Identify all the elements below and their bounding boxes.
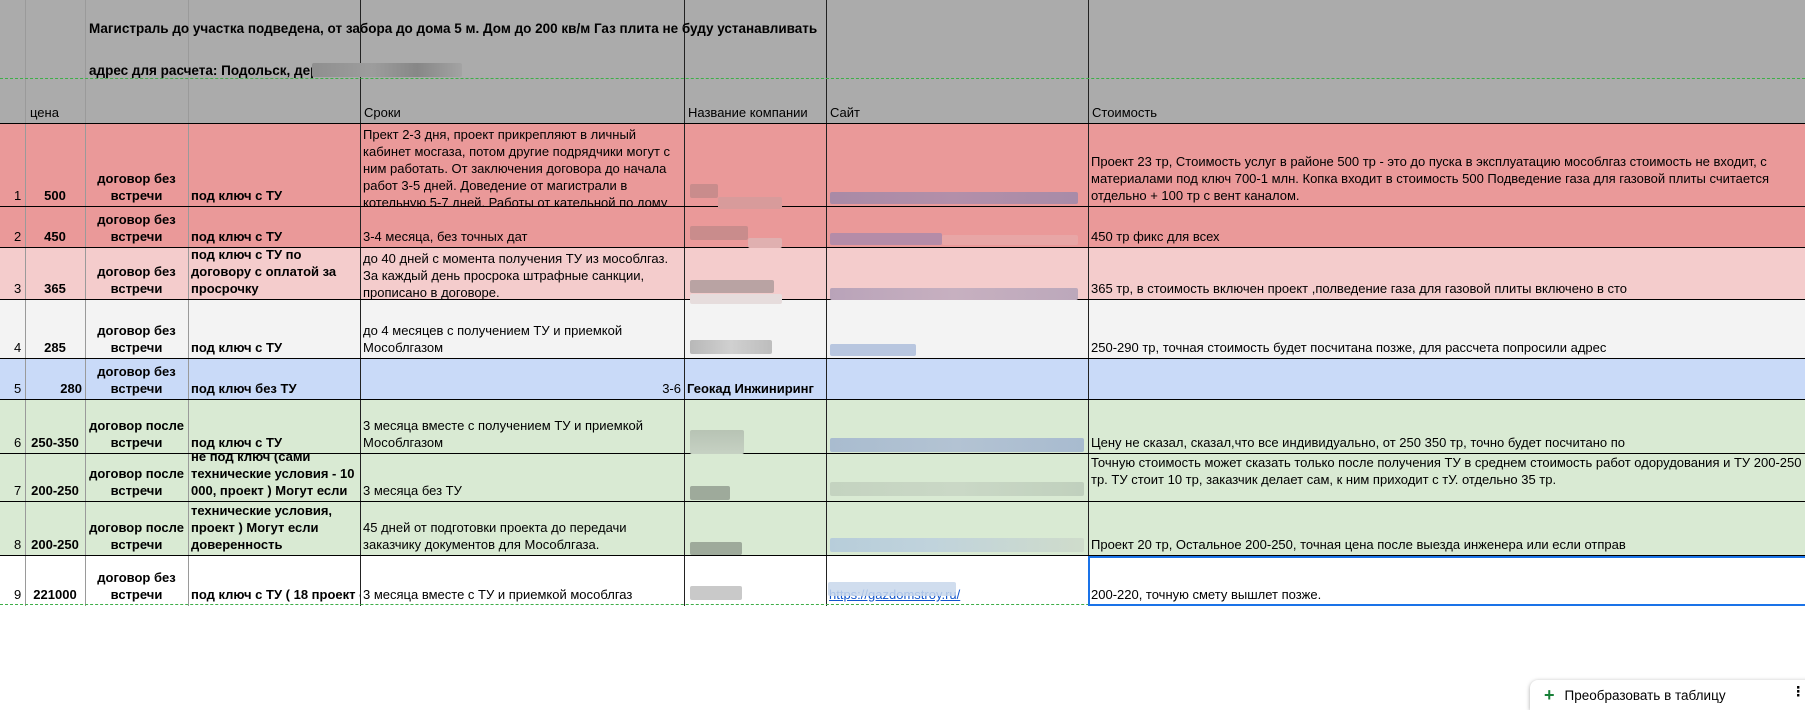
row-2-cost[interactable]: 450 тр фикс для всех: [1088, 207, 1805, 247]
row-4-cost[interactable]: 250-290 тр, точная стоимость будет посчи…: [1088, 300, 1805, 358]
redacted-address: [312, 63, 462, 77]
row-8-type[interactable]: не под ключ (сами технические условия, п…: [188, 502, 360, 555]
more-vert-icon[interactable]: ⋮: [1792, 684, 1805, 700]
row-9-deadlines[interactable]: 3 месяца вместе с ТУ и приемкой мособлга…: [360, 556, 684, 605]
row-7-price[interactable]: 200-250: [25, 454, 85, 501]
row-5-type[interactable]: под ключ без ТУ: [188, 359, 360, 399]
redacted-site-8: [830, 538, 1084, 552]
row-8-deadlines[interactable]: 45 дней от подготовки проекта до передач…: [360, 502, 684, 555]
row-3-cost[interactable]: 365 тр, в стоимость включен проект ,полв…: [1088, 248, 1805, 299]
header-deadlines[interactable]: Сроки: [361, 104, 681, 122]
redacted-site-9: [828, 582, 956, 596]
row-3-deadlines[interactable]: до 40 дней с момента получения ТУ из мос…: [360, 250, 684, 299]
col-line-5: [684, 0, 685, 606]
row-8-price[interactable]: 200-250: [25, 502, 85, 555]
redacted-site-1: [830, 192, 1078, 204]
row-6-contract[interactable]: договор после встречи: [85, 400, 188, 453]
row-3-price[interactable]: 365: [25, 248, 85, 299]
header-price[interactable]: цена: [27, 104, 85, 122]
row-4-deadlines[interactable]: до 4 месяцев с получением ТУ и приемкой …: [360, 300, 684, 358]
row-9-contract[interactable]: договор без встречи: [85, 556, 188, 605]
row-1-cost[interactable]: Проект 23 тр, Стоимость услуг в районе 5…: [1088, 124, 1805, 206]
row-4-price[interactable]: 285: [25, 300, 85, 358]
row-5-num[interactable]: 5: [0, 359, 25, 399]
row-4-contract[interactable]: договор без встречи: [85, 300, 188, 358]
row-1-deadlines[interactable]: Прект 2-3 дня, проект прикрепляют в личн…: [360, 125, 684, 206]
row-7-num[interactable]: 7: [0, 454, 25, 501]
redacted-site-7: [830, 482, 1084, 496]
row-2-deadlines[interactable]: 3-4 месяца, без точных дат: [360, 207, 684, 247]
row-2-contract[interactable]: договор без встречи: [85, 207, 188, 247]
row-1-num[interactable]: 1: [0, 124, 25, 206]
redacted-site-2: [830, 233, 942, 245]
row-5-deadlines[interactable]: 3-6: [360, 359, 684, 399]
redacted-site-2b: [942, 235, 1078, 245]
redacted-company-4: [690, 340, 772, 354]
row-7-cost[interactable]: Точную стоимость может сказать только по…: [1088, 454, 1805, 501]
redacted-company-1b: [718, 197, 782, 209]
row-3-num[interactable]: 3: [0, 248, 25, 299]
row-1-type[interactable]: под ключ с ТУ: [188, 124, 360, 206]
row-2-type[interactable]: под ключ с ТУ: [188, 207, 360, 247]
row-1-contract[interactable]: договор без встречи: [85, 124, 188, 206]
row-9-type[interactable]: под ключ с ТУ ( 18 проект отде: [188, 556, 360, 605]
redacted-company-8: [690, 542, 742, 555]
row-7-contract[interactable]: договор после встречи: [85, 454, 188, 501]
redacted-site-3: [830, 288, 1078, 300]
redacted-site-6: [830, 438, 1084, 452]
row-7-type[interactable]: не под ключ (сами технические условия - …: [188, 454, 360, 501]
convert-to-table-chip[interactable]: + Преобразовать в таблицу ⋮: [1530, 680, 1805, 710]
row-6-deadlines[interactable]: 3 месяца вместе с получением ТУ и приемк…: [360, 400, 684, 453]
row-7-deadlines[interactable]: 3 месяца без ТУ: [360, 454, 684, 501]
active-cell-outline: [1088, 556, 1805, 606]
col-line-6: [826, 0, 827, 606]
redacted-company-1: [690, 184, 718, 198]
row-1-price[interactable]: 500: [25, 124, 85, 206]
row-9-site[interactable]: https://gazdomstroy.ru/: [826, 556, 1088, 605]
redacted-site-4: [830, 344, 916, 356]
header-company[interactable]: Название компании: [685, 104, 825, 122]
row-9-price[interactable]: 221000: [25, 556, 85, 605]
header-cost[interactable]: Стоимость: [1089, 104, 1799, 122]
redacted-company-3b: [690, 294, 782, 304]
row-8-contract[interactable]: договор после встречи: [85, 502, 188, 555]
row-8-num[interactable]: 8: [0, 502, 25, 555]
header-site[interactable]: Сайт: [827, 104, 1087, 122]
row-6-type[interactable]: под ключ с ТУ: [188, 400, 360, 453]
row-6-price[interactable]: 250-350: [25, 400, 85, 453]
row-6-num[interactable]: 6: [0, 400, 25, 453]
plus-icon: +: [1544, 685, 1555, 706]
row-2-price[interactable]: 450: [25, 207, 85, 247]
redacted-company-3: [690, 280, 774, 293]
row-9-num[interactable]: 9: [0, 556, 25, 605]
banner-line-1: Магистраль до участка подведена, от забо…: [86, 20, 1086, 40]
row-5-price[interactable]: 280: [25, 359, 85, 399]
convert-to-table-label: Преобразовать в таблицу: [1565, 688, 1726, 703]
row-6-cost[interactable]: Цену не сказал, сказал,что все индивидуа…: [1088, 400, 1805, 453]
redacted-company-7: [690, 486, 730, 500]
row-8-cost[interactable]: Проект 20 тр, Остальное 200-250, точная …: [1088, 502, 1805, 555]
redacted-company-9: [690, 586, 742, 600]
redacted-company-2: [690, 226, 748, 240]
redacted-company-6: [690, 430, 744, 454]
banner-line-2: адрес для расчета: Подольск, дер: [86, 62, 336, 82]
row-3-contract[interactable]: договор без встречи: [85, 248, 188, 299]
row-4-type[interactable]: под ключ с ТУ: [188, 300, 360, 358]
row-4-num[interactable]: 4: [0, 300, 25, 358]
row-2-num[interactable]: 2: [0, 207, 25, 247]
redacted-company-2b: [748, 238, 782, 248]
row-5-company[interactable]: Геокад Инжиниринг: [684, 359, 1088, 399]
row-3-type[interactable]: под ключ с ТУ по договору с оплатой за п…: [188, 248, 360, 299]
row-5-contract[interactable]: договор без встречи: [85, 359, 188, 399]
